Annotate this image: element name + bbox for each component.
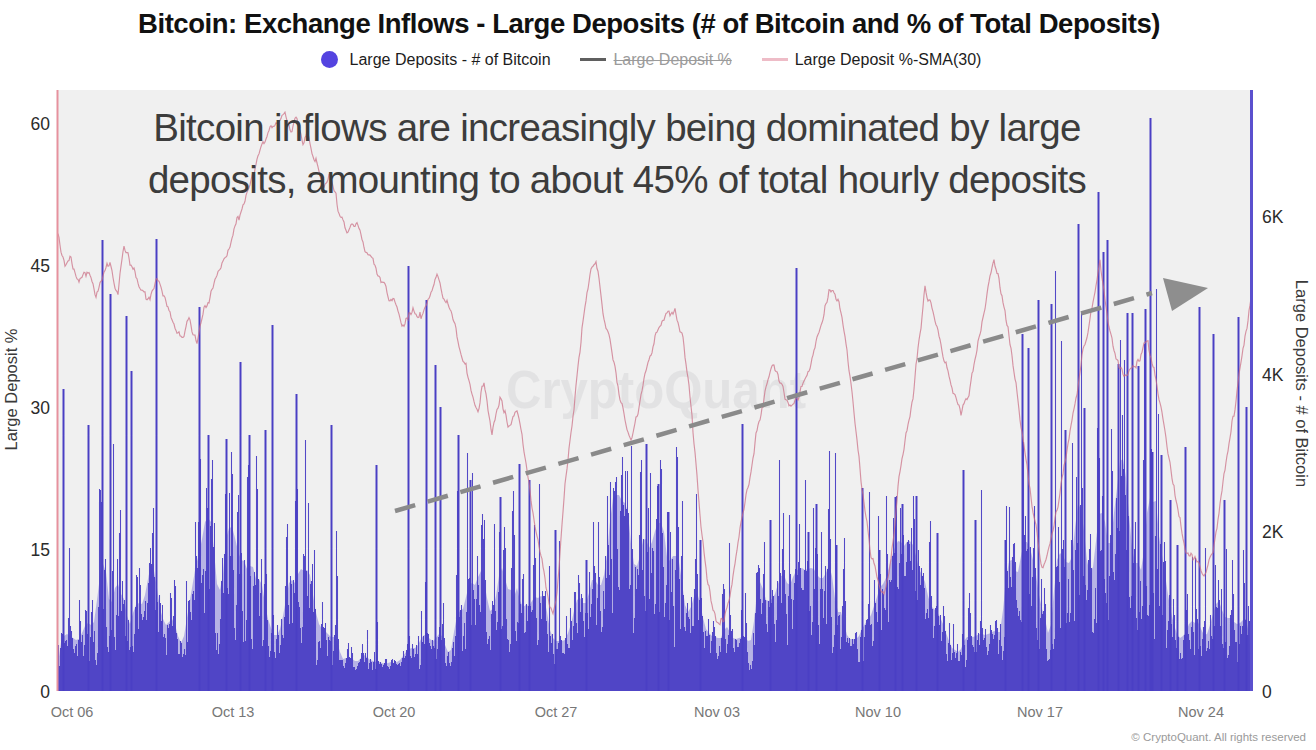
svg-text:CryptoQuant: CryptoQuant — [506, 360, 806, 419]
